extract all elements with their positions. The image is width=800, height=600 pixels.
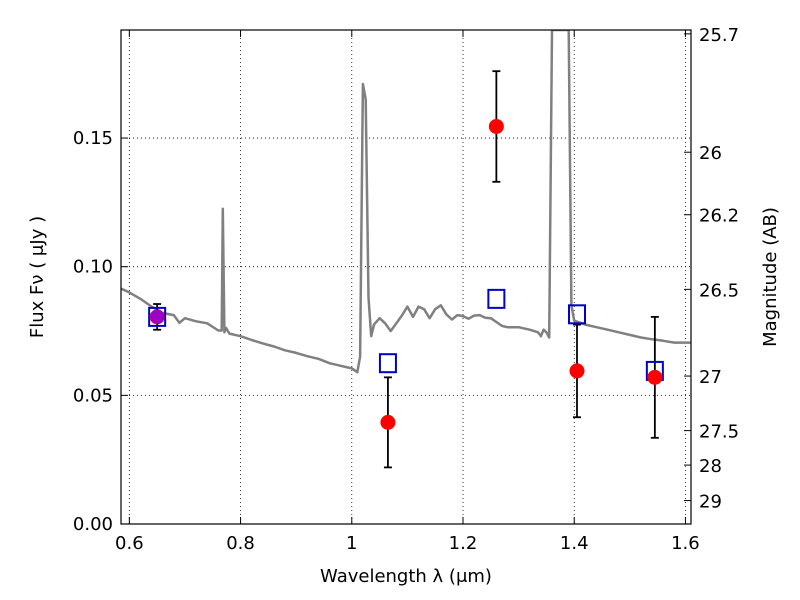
grid-lines [121, 30, 691, 525]
plot-frame [120, 29, 692, 525]
model-photometry-square [487, 288, 506, 309]
y2-tick-label: 25.7 [699, 25, 739, 46]
x-tick-label: 1.4 [560, 533, 589, 554]
y-tick-label: 0.05 [73, 385, 113, 406]
x-tick-label: 1 [346, 533, 357, 554]
model-photometry-square [148, 306, 167, 327]
model-spectrum-line [121, 30, 691, 374]
observed-point [488, 118, 504, 134]
observed-point [647, 369, 663, 385]
y-tick-label: 0.00 [73, 514, 113, 535]
axis-ticks: 0.6 0.8 1 1.2 1.4 1.6 0.00 0.05 0.10 0.15 25.7 26 26… [73, 25, 739, 554]
y2-axis-title: Magnitude (AB) [760, 207, 781, 347]
y2-tick-label: 26.5 [699, 280, 739, 301]
y2-tick-label: 26.2 [699, 206, 739, 227]
observed-point [569, 363, 585, 379]
model-photometry-square [378, 353, 397, 374]
x-tick-label: 1.2 [449, 533, 478, 554]
y2-tick-label: 27.5 [699, 422, 739, 443]
x-tick-label: 0.8 [226, 533, 255, 554]
x-tick-label: 0.6 [115, 533, 144, 554]
x-tick-label: 1.6 [671, 533, 700, 554]
y2-tick-label: 26 [699, 143, 722, 164]
y2-tick-label: 27 [699, 367, 722, 388]
model-photometry-square [568, 304, 586, 325]
y-tick-label: 0.15 [73, 128, 113, 149]
observed-point [380, 414, 396, 430]
y-tick-label: 0.10 [73, 257, 113, 278]
y-axis-title: Flux Fν ( μJy ) [27, 216, 48, 338]
plot-data [121, 30, 691, 374]
x-axis-title: Wavelength λ (μm) [320, 566, 492, 587]
y2-tick-label: 28 [699, 456, 722, 477]
y2-tick-label: 29 [699, 492, 722, 513]
extra-point [150, 309, 165, 324]
plot-points [148, 70, 664, 469]
